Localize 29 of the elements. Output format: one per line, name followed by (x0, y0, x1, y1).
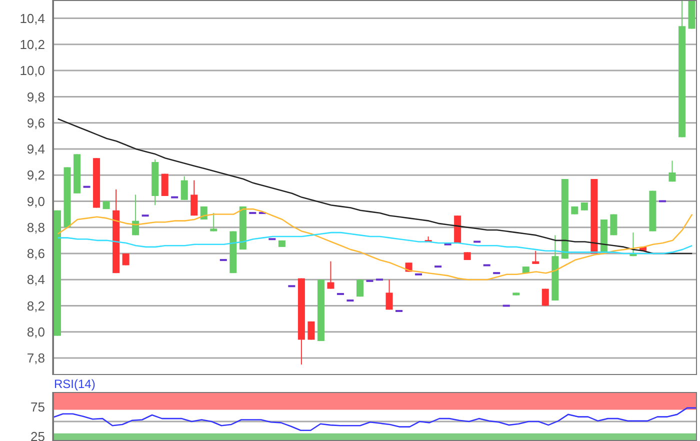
y-tick-label: 9,6 (26, 115, 45, 130)
y-tick-label: 75 (30, 399, 45, 414)
y-tick-label: 8,0 (26, 324, 45, 340)
y-tick-label: 8,6 (26, 246, 45, 262)
y-tick-label: 7,8 (26, 350, 45, 366)
y-tick-label: 9,4 (26, 142, 45, 157)
line-series (52, 407, 698, 432)
y-tick-label: 8,2 (26, 298, 45, 314)
y-tick-label: 8,4 (26, 272, 45, 288)
candlestick (190, 180, 198, 216)
y-tick-label: 10,4 (20, 10, 45, 26)
candlestick (180, 176, 188, 200)
candlestick (327, 260, 334, 290)
line-series (57, 118, 693, 254)
candlestick (668, 160, 676, 182)
candlestick (532, 250, 540, 264)
candlestick (161, 173, 168, 196)
y-tick-label: 9,0 (26, 194, 45, 209)
y-tick-label: 8,8 (26, 220, 45, 235)
line-series (57, 208, 693, 280)
candlestick (386, 279, 393, 310)
chart-title: RSI(14) (54, 377, 96, 391)
y-tick-label: 25 (30, 428, 45, 441)
y-tick-label: 10,0 (20, 63, 45, 78)
candlestick (356, 279, 364, 298)
y-tick-label: 9,8 (26, 89, 45, 104)
candlestick (210, 212, 218, 232)
y-tick-label: 9,2 (26, 168, 45, 183)
y-tick-label: 10,2 (20, 37, 45, 52)
